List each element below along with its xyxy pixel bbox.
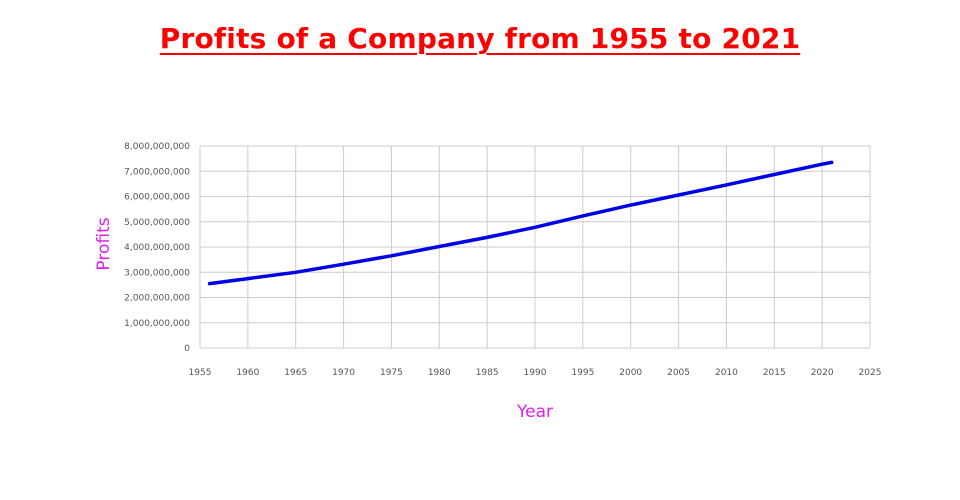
chart-title: Profits of a Company from 1955 to 2021: [159, 22, 801, 55]
x-tick-label: 1985: [476, 368, 499, 378]
x-tick-label: 1980: [428, 368, 451, 378]
y-tick-label: 8,000,000,000: [124, 142, 190, 152]
y-tick-label: 0: [184, 344, 190, 354]
x-tick-label: 2025: [859, 368, 882, 378]
x-tick-label: 2010: [715, 368, 738, 378]
x-tick-label: 1965: [284, 368, 307, 378]
series-layer: [207, 160, 834, 286]
y-tick-label: 2,000,000,000: [124, 294, 190, 304]
series-line: [207, 160, 834, 286]
y-tick-label: 5,000,000,000: [124, 218, 190, 228]
y-tick-label: 7,000,000,000: [124, 167, 190, 177]
x-tick-label: 2005: [667, 368, 690, 378]
y-tick-label: 1,000,000,000: [124, 319, 190, 329]
x-tick-label: 1970: [332, 368, 355, 378]
y-axis-ticks: 0 1,000,000,000 2,000,000,000 3,000,000,000…: [124, 142, 190, 354]
x-tick-label: 2020: [811, 368, 834, 378]
x-tick-label: 2000: [619, 368, 642, 378]
x-tick-label: 1995: [571, 368, 594, 378]
y-tick-label: 3,000,000,000: [124, 268, 190, 278]
x-tick-label: 1990: [524, 368, 547, 378]
x-tick-label: 1975: [380, 368, 403, 378]
x-axis-ticks: 1955 1960 1965 1970 1975 1980 1985 1990 1995 2000…: [189, 368, 882, 378]
x-tick-label: 2015: [763, 368, 786, 378]
grid: [199, 145, 871, 349]
y-axis-title: Profits: [94, 217, 114, 270]
x-tick-label: 1955: [189, 368, 212, 378]
y-tick-label: 6,000,000,000: [124, 193, 190, 203]
y-tick-label: 4,000,000,000: [124, 243, 190, 253]
x-tick-label: 1960: [236, 368, 259, 378]
x-axis-title: Year: [516, 402, 553, 422]
